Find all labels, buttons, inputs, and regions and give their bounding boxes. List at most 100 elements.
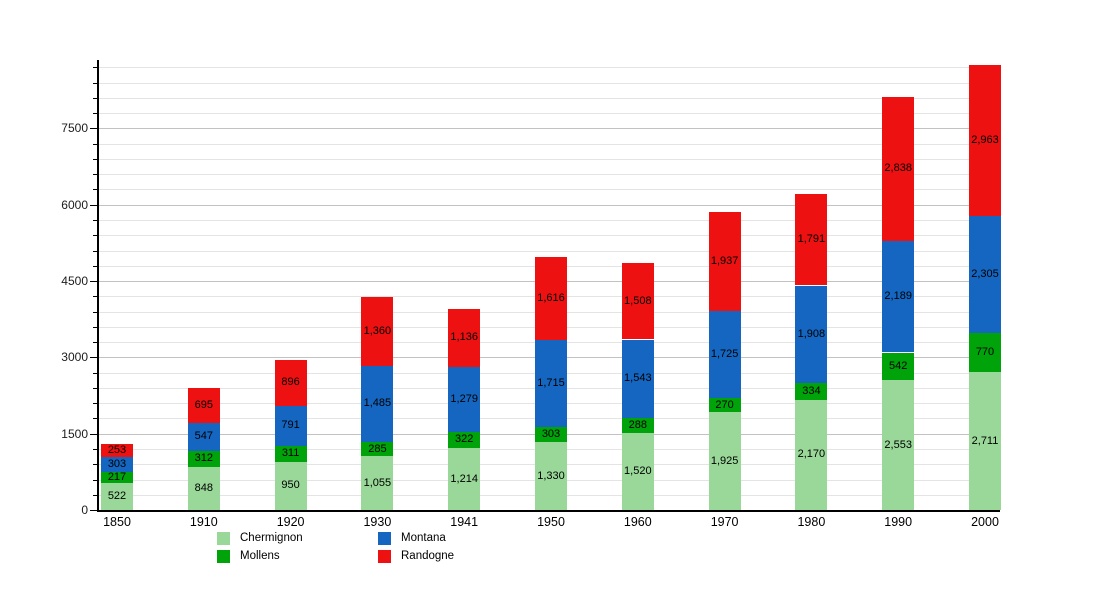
x-axis-label: 1980 [797,515,826,529]
y-axis-tick [93,342,97,344]
y-axis-tick [90,204,97,206]
bar-segment-montana: 547 [187,423,220,451]
bar-segment-chermignon: 2,553 [882,380,915,510]
y-axis-line [97,60,99,512]
bar-value-label: 1,214 [450,472,478,485]
bar-segment-chermignon: 848 [187,466,220,510]
major-gridline [98,128,1000,130]
bar-segment-chermignon: 1,330 [535,442,567,510]
minor-gridline [98,235,1000,237]
bar-value-label: 2,838 [884,162,912,175]
bar-value-label: 1,925 [710,454,739,467]
bar-value-label: 253 [107,444,127,457]
legend-label-chermignon: Chermignon [240,532,303,544]
bar-value-label: 1,715 [537,376,565,389]
bar-value-label: 791 [281,419,300,432]
bar-value-label: 1,520 [624,464,652,477]
minor-gridline [98,158,1000,160]
bar-segment-randogne: 1,616 [535,257,567,340]
y-axis-tick [93,448,97,450]
minor-gridline [98,250,1000,252]
bar-segment-chermignon: 2,711 [969,372,1001,510]
minor-gridline [98,82,1000,84]
y-axis-tick [93,82,97,84]
y-axis-tick [93,67,97,69]
bar-value-label: 270 [715,398,734,411]
bar-value-label: 770 [975,345,995,358]
minor-gridline [98,113,1000,115]
y-axis-tick [90,510,97,511]
y-axis-tick [93,113,97,115]
bar-segment-chermignon: 1,520 [621,432,654,510]
bar-value-label: 1,508 [624,294,652,307]
bar-segment-mollens: 311 [274,445,307,462]
bar-segment-randogne: 2,963 [969,64,1001,216]
bar-segment-randogne: 253 [101,444,133,457]
bar-value-label: 334 [802,384,821,397]
x-axis-label: 1930 [363,515,392,529]
legend-label-mollens: Mollens [240,550,280,562]
y-axis-tick [90,357,97,359]
bar-value-label: 1,791 [797,233,826,246]
y-axis-label: 1500 [61,426,88,441]
bar-segment-mollens: 542 [882,352,915,381]
bar-segment-montana: 303 [101,457,133,473]
legend-swatch-montana [378,532,391,545]
bar-value-label: 1,485 [363,397,392,410]
bar-value-label: 1,136 [450,331,478,344]
y-axis-tick [90,128,97,130]
bar-segment-chermignon: 522 [101,483,133,510]
y-axis-label: 6000 [61,197,88,212]
bar-segment-mollens: 303 [535,426,567,443]
bar-value-label: 1,616 [537,291,565,304]
x-axis-label: 1850 [103,515,131,529]
minor-gridline [98,143,1000,145]
bar-segment-mollens: 322 [448,431,481,449]
bar-value-label: 217 [107,471,127,484]
y-axis-tick [93,326,97,328]
bar-value-label: 2,553 [884,438,912,451]
y-axis-label: 3000 [61,350,88,365]
bar-value-label: 848 [194,481,213,494]
bar-segment-mollens: 270 [708,398,741,412]
bar-segment-randogne: 2,838 [882,96,915,242]
bar-segment-mollens: 288 [621,418,654,433]
y-axis-tick [90,433,97,435]
y-axis-tick [93,158,97,160]
y-axis-tick [93,494,97,496]
bar-value-label: 1,908 [797,327,826,340]
y-axis-label: 4500 [61,274,88,288]
bar-value-label: 303 [107,458,127,471]
bar-segment-randogne: 1,508 [621,262,654,340]
bar-value-label: 311 [281,447,300,460]
bar-value-label: 896 [281,376,300,389]
minor-gridline [98,219,1000,221]
minor-gridline [98,174,1000,176]
x-axis-label: 1920 [276,515,305,529]
bar-segment-randogne: 1,791 [795,194,828,286]
bar-value-label: 1,360 [363,325,392,338]
major-gridline [98,204,1000,206]
x-axis-label: 1910 [189,515,218,529]
minor-gridline [98,189,1000,191]
bar-segment-randogne: 1,937 [708,212,741,311]
y-axis-tick [93,479,97,481]
minor-gridline [98,97,1000,99]
bar-segment-randogne: 1,136 [448,308,481,367]
bar-value-label: 1,937 [710,254,739,267]
y-axis-tick [93,387,97,389]
bar-value-label: 1,543 [624,372,652,385]
bar-value-label: 2,189 [884,290,912,303]
x-axis-label: 1950 [537,515,565,529]
y-axis-tick [93,403,97,405]
y-axis-tick [93,174,97,176]
bar-value-label: 312 [194,452,213,465]
bar-segment-mollens: 770 [969,332,1001,373]
bar-segment-mollens: 285 [361,441,394,457]
bar-value-label: 2,963 [971,133,999,146]
bar-segment-chermignon: 950 [274,461,307,510]
y-axis-label: 7500 [61,121,88,136]
bar-value-label: 547 [194,430,213,443]
y-axis-tick [93,189,97,191]
